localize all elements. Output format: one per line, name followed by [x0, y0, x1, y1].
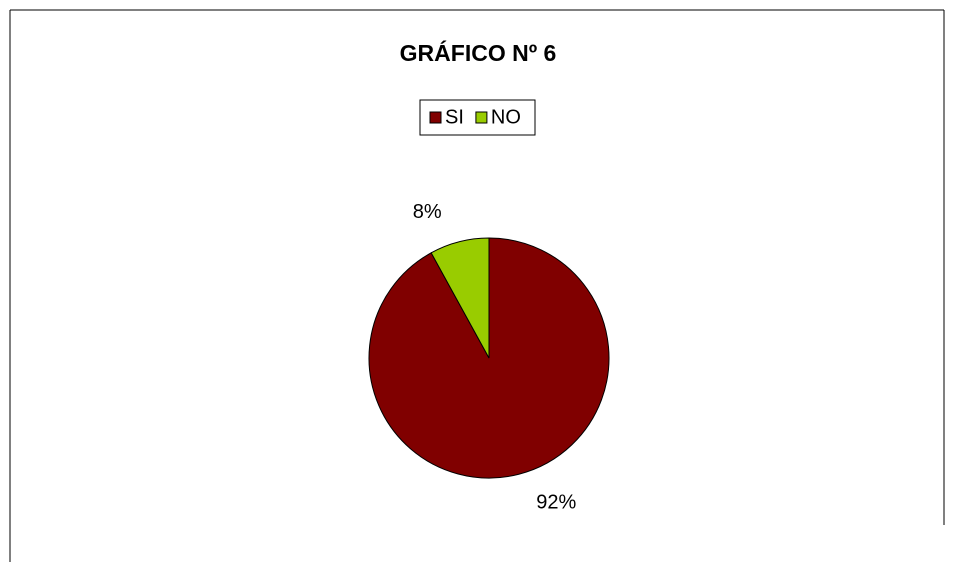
- legend-label: SI: [445, 106, 464, 128]
- legend-swatch: [429, 111, 442, 124]
- data-label: 92%: [536, 492, 576, 514]
- pie-slice: [430, 237, 490, 359]
- legend-swatch: [475, 111, 488, 124]
- data-label: 8%: [413, 201, 442, 223]
- legend-label: NO: [491, 106, 521, 128]
- chart-title: GRÁFICO Nº 6: [400, 39, 557, 66]
